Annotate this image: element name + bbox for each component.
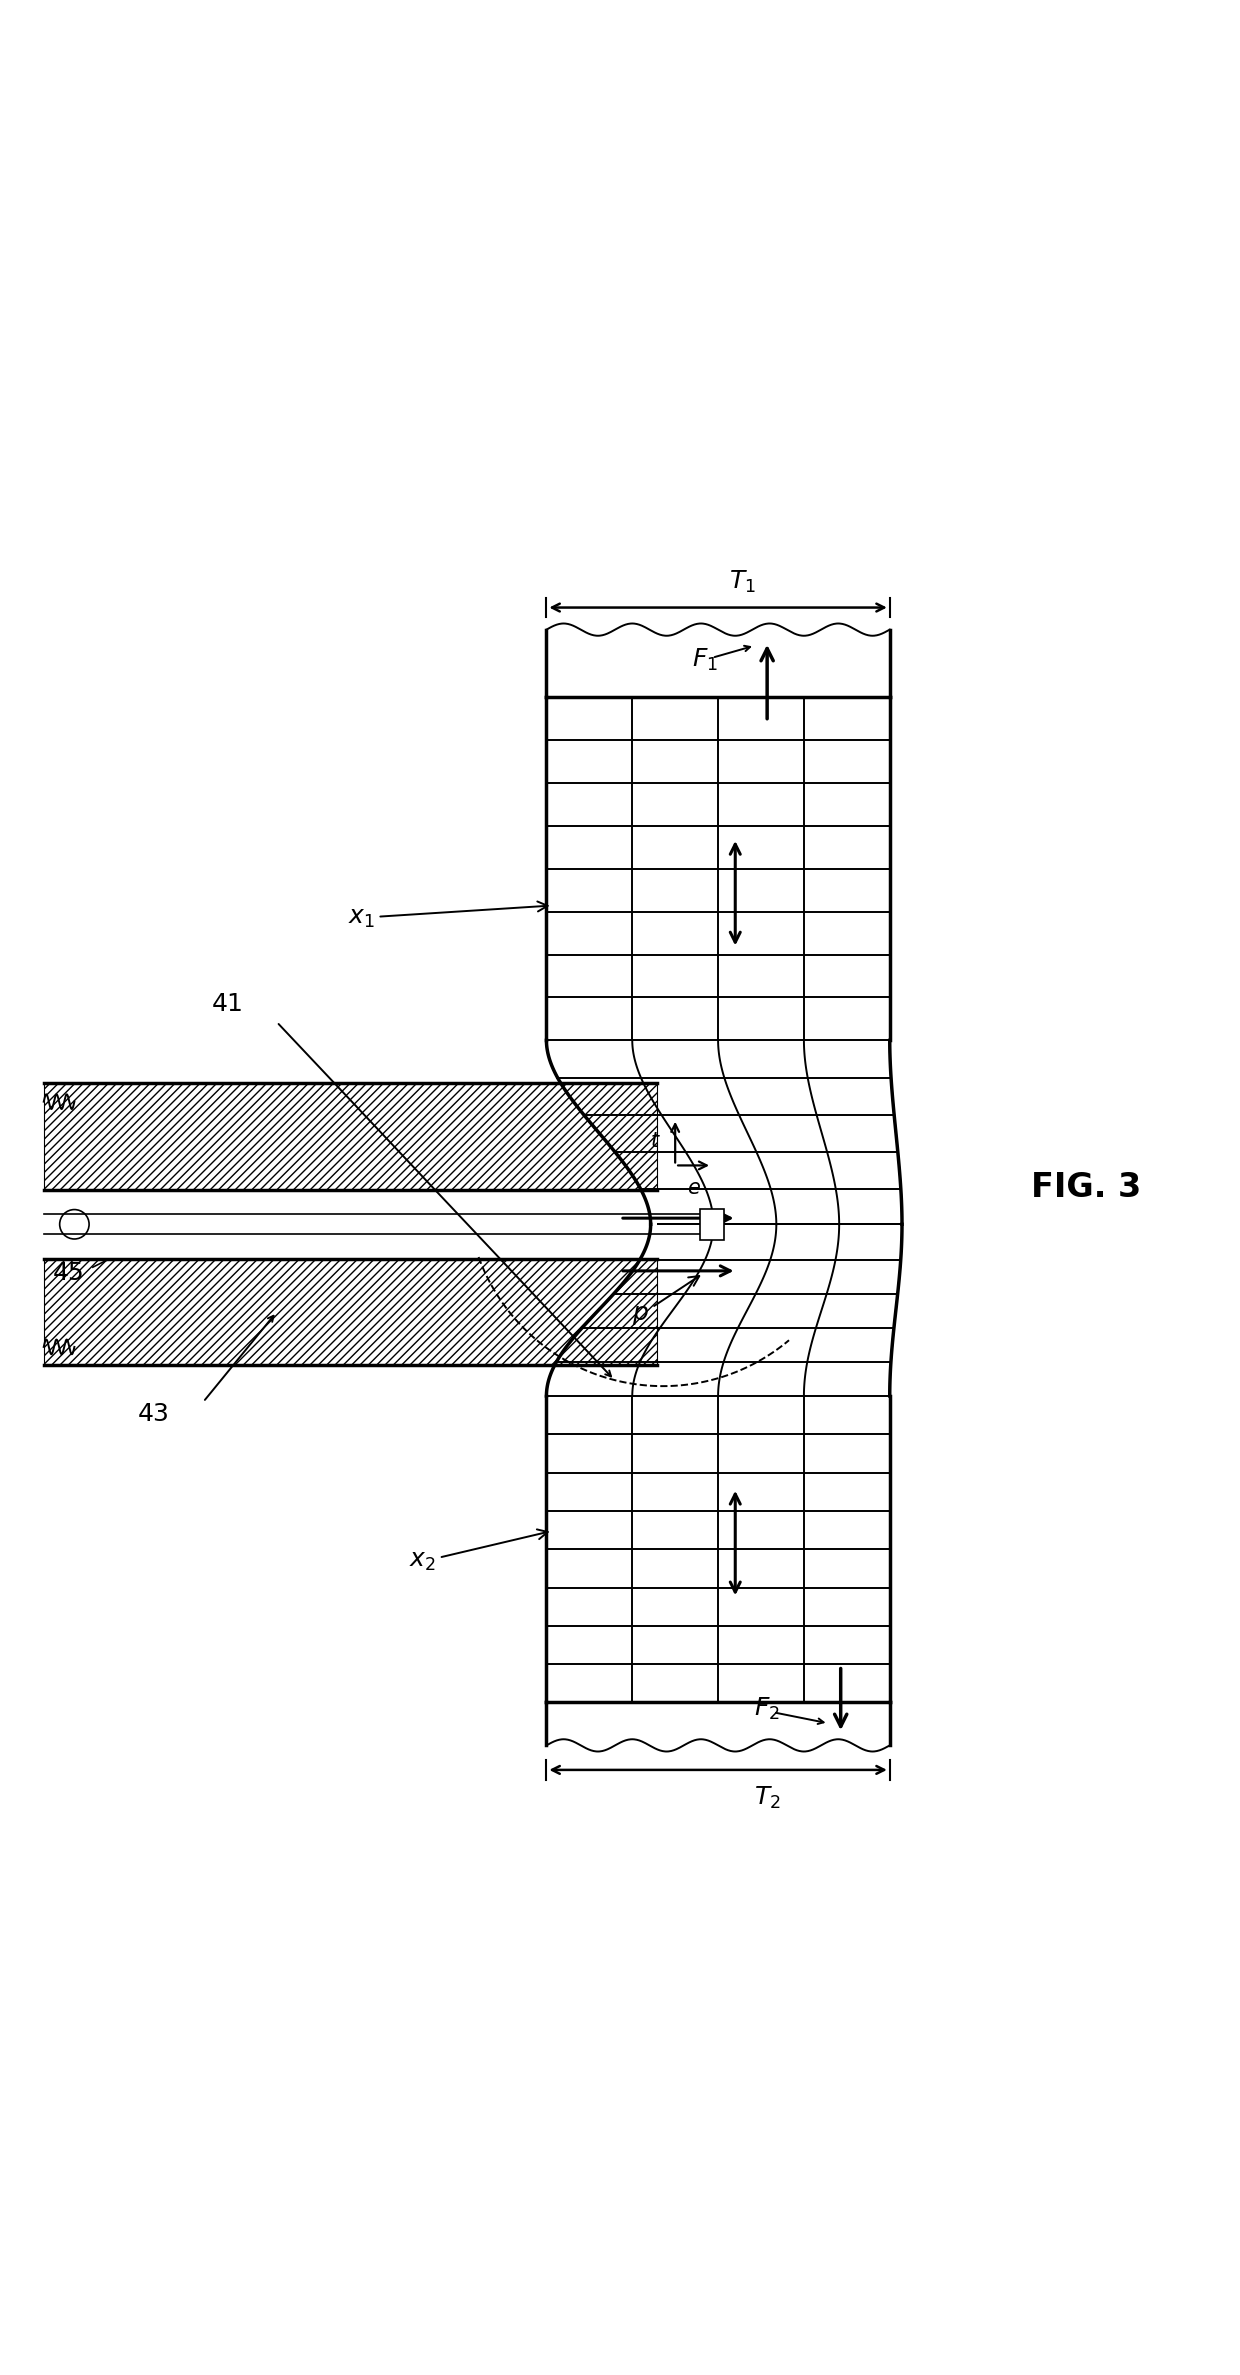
Bar xyxy=(699,1209,724,1240)
Text: $p$: $p$ xyxy=(632,1275,699,1328)
Text: $e$: $e$ xyxy=(687,1178,702,1197)
Text: $T_2$: $T_2$ xyxy=(754,1784,780,1810)
Text: $x_1$: $x_1$ xyxy=(348,902,548,929)
Text: FIG. 3: FIG. 3 xyxy=(1030,1171,1141,1204)
Text: 45: 45 xyxy=(52,1261,84,1285)
Text: $x_2$: $x_2$ xyxy=(409,1530,548,1575)
Text: 41: 41 xyxy=(212,993,243,1016)
Text: $F_1$: $F_1$ xyxy=(692,646,718,674)
FancyBboxPatch shape xyxy=(43,1190,657,1259)
Text: $T_1$: $T_1$ xyxy=(729,570,756,596)
Text: $F_2$: $F_2$ xyxy=(754,1696,780,1722)
Text: $t$: $t$ xyxy=(650,1130,661,1152)
Text: 43: 43 xyxy=(138,1401,170,1427)
